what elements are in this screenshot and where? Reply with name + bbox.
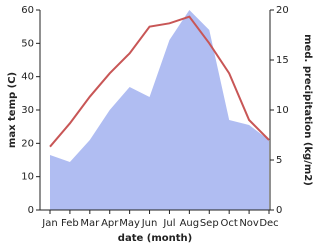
y2-tick-label: 5 (276, 155, 282, 166)
y-tick-label: 10 (21, 172, 34, 183)
y2-tick-label: 20 (276, 5, 289, 16)
x-tick-label: May (119, 218, 140, 229)
y2-tick-label: 10 (276, 105, 289, 116)
x-tick-label: Mar (80, 218, 100, 229)
precipitation-area (50, 10, 269, 210)
x-tick-label: Oct (221, 218, 238, 229)
x-tick-label: Jul (162, 218, 175, 229)
y-tick-label: 20 (21, 138, 34, 149)
y-axis-label: max temp (C) (7, 72, 18, 148)
y-tick-label: 30 (21, 105, 34, 116)
x-axis-label: date (month) (118, 233, 192, 244)
y-tick-label: 50 (21, 38, 34, 49)
y2-axis-label: med. precipitation (kg/m2) (302, 34, 313, 186)
y2-tick-label: 15 (276, 55, 289, 66)
y-tick-label: 0 (28, 205, 34, 216)
x-tick-label: Jun (141, 218, 158, 229)
y-tick-label: 60 (21, 5, 34, 16)
y-tick-label: 40 (21, 72, 34, 83)
x-tick-label: Apr (101, 218, 119, 229)
x-tick-label: Dec (259, 218, 278, 229)
y2-tick-label: 0 (276, 205, 282, 216)
temp-line (49, 15, 270, 148)
x-tick-label: Aug (180, 218, 200, 229)
x-tick-label: Jan (41, 218, 57, 229)
x-tick-label: Nov (239, 218, 259, 229)
x-tick-label: Feb (61, 218, 79, 229)
x-tick-label: Sep (200, 218, 219, 229)
